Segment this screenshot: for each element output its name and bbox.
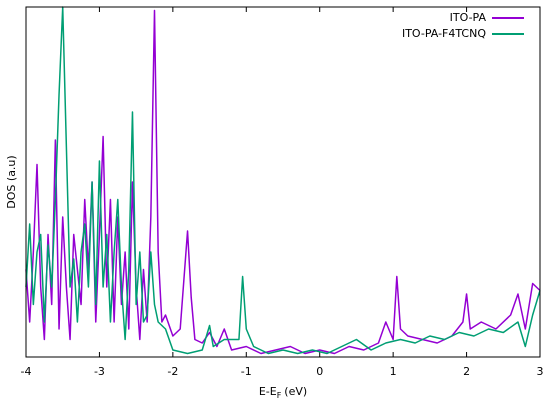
- x-tick-label: 2: [463, 365, 470, 378]
- x-tick-label: 1: [390, 365, 397, 378]
- x-tick-label: -4: [21, 365, 32, 378]
- y-axis-label: DOS (a.u): [5, 155, 18, 208]
- x-label-sub: F: [277, 391, 282, 400]
- series-line: [25, 9, 541, 355]
- x-label-unit: (eV): [284, 385, 307, 398]
- legend-label: ITO-PA: [450, 11, 487, 24]
- x-tick-label: 0: [316, 365, 323, 378]
- x-tick-label: 3: [537, 365, 544, 378]
- x-axis-label: E-EF (eV): [259, 385, 307, 400]
- series-line: [25, 6, 541, 355]
- plot-frame: [25, 6, 541, 358]
- x-tick-label: -1: [241, 365, 252, 378]
- legend-label: ITO-PA-F4TCNQ: [402, 27, 486, 40]
- x-label-main: E-E: [259, 385, 277, 398]
- x-tick-label: -2: [167, 365, 178, 378]
- x-tick-label: -3: [94, 365, 105, 378]
